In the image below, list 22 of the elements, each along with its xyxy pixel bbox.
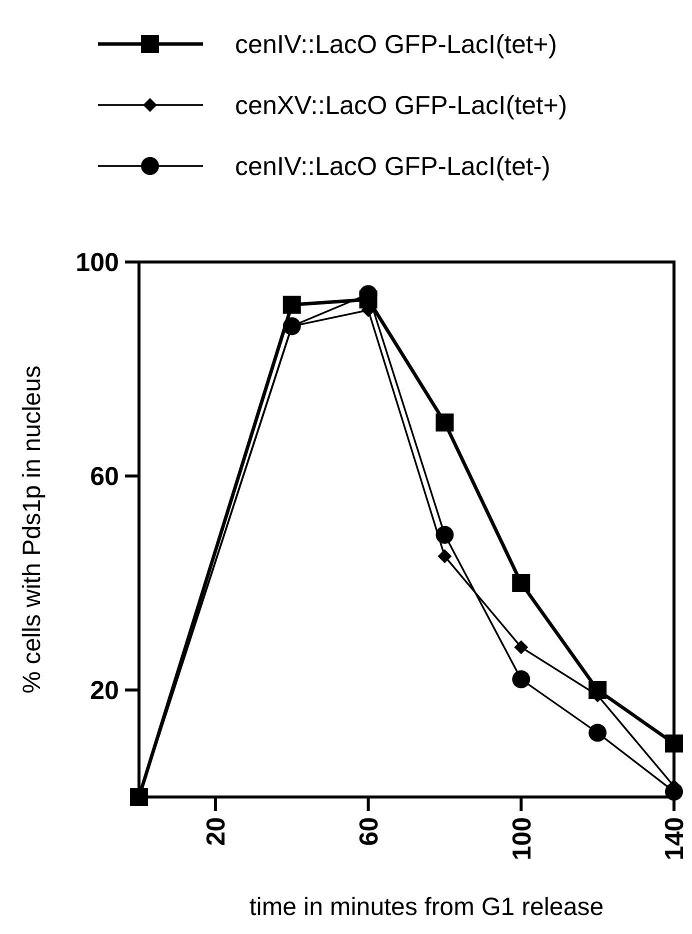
x-tick-label: 60	[353, 817, 384, 846]
x-tick-label: 140	[659, 817, 690, 860]
point	[512, 670, 530, 688]
x-tick-label: 100	[506, 817, 536, 860]
legend-label: cenIV::LacO GFP-LacI(tet-)	[235, 151, 550, 182]
legend-label: cenXV::LacO GFP-LacI(tet+)	[235, 90, 568, 120]
x-axis-title: time in minutes from G1 release	[249, 893, 604, 921]
y-axis-title: % cells with Pds1p in nucleus	[18, 366, 46, 694]
y-tick-label: 100	[76, 247, 119, 278]
point	[665, 782, 683, 801]
point	[588, 724, 607, 742]
point	[436, 526, 454, 544]
x-tick-label: 20	[200, 817, 231, 846]
point	[512, 574, 530, 592]
point	[438, 549, 452, 564]
point	[436, 414, 454, 432]
point	[665, 734, 683, 752]
y-tick-label: 20	[90, 675, 119, 706]
y-tick-label: 60	[90, 461, 119, 492]
point	[282, 296, 301, 314]
legend-label: cenIV::LacO GFP-LacI(tet+)	[235, 29, 557, 60]
point	[514, 640, 528, 654]
